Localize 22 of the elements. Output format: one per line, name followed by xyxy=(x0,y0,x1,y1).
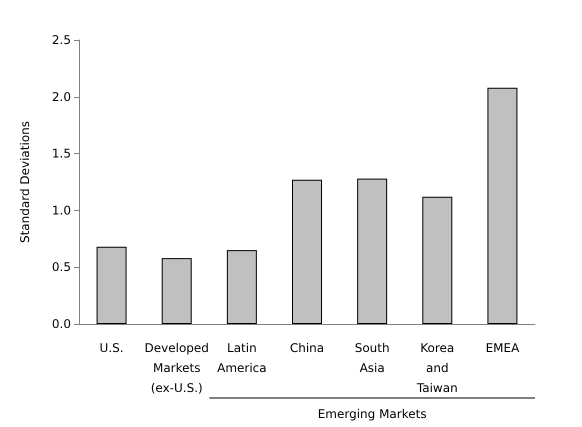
y-tick-label: 0.5 xyxy=(52,260,71,274)
x-tick-label: China xyxy=(290,341,324,355)
bar xyxy=(422,196,452,324)
bar xyxy=(226,250,257,324)
bar xyxy=(162,258,192,324)
x-tick-label: Developed Markets (ex-U.S.) xyxy=(144,341,209,395)
bar xyxy=(292,180,322,324)
x-tick-label: U.S. xyxy=(100,341,124,355)
text: Emerging Markets xyxy=(318,407,427,421)
y-tick-label: 2.5 xyxy=(52,33,71,47)
bar xyxy=(357,178,388,324)
y-tick-label: 1.0 xyxy=(52,203,71,218)
x-tick-label: EMEA xyxy=(486,341,520,355)
x-tick-label: South Asia xyxy=(354,341,390,375)
y-tick-label: 0.0 xyxy=(52,317,71,331)
y-tick-label: 2.0 xyxy=(52,90,71,104)
x-tick-label: Korea and Taiwan xyxy=(416,341,458,395)
y-axis-title: Standard Deviations xyxy=(18,120,32,244)
bar xyxy=(96,246,127,324)
x-tick-label: Latin America xyxy=(217,341,267,375)
y-tick-label: 1.5 xyxy=(52,146,71,161)
bar xyxy=(487,88,518,324)
